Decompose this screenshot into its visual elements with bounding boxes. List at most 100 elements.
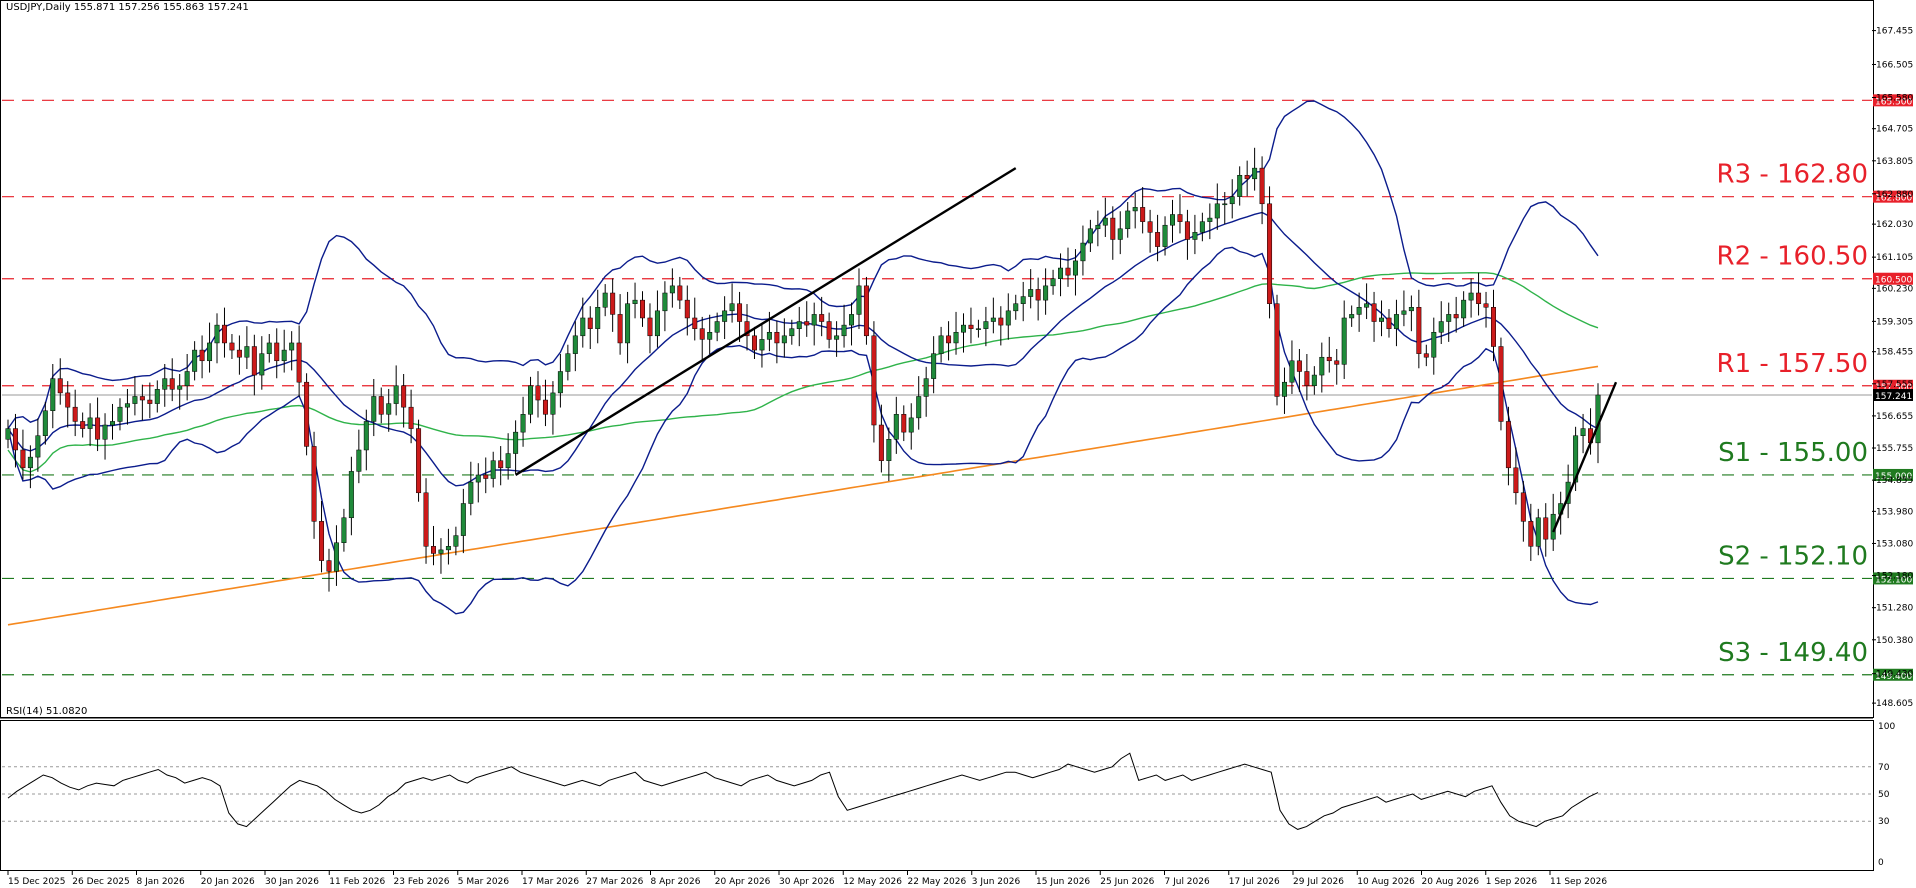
candle-body [1431,331,1437,358]
candle-body [393,385,399,404]
candle-body [259,353,265,376]
level-tag-5 [1873,572,1913,585]
candle-body [289,342,295,351]
candle-body [169,378,175,390]
x-tick-label: 25 Jun 2026 [1100,877,1154,887]
candle-body [1020,296,1026,304]
candle-body [1289,360,1295,383]
candle-body [124,403,130,408]
x-tick-label: 20 Aug 2026 [1422,877,1480,887]
candle-body [319,521,325,561]
candle-body [1505,421,1511,469]
candle-body [1058,267,1064,279]
candle-body [1229,196,1235,205]
candle-body [87,417,93,429]
y-tick-label: 152.180 [1876,572,1913,582]
candle-body [1573,435,1579,483]
candle-body [826,321,832,340]
candle-body [1199,221,1205,233]
candle-body [886,439,892,461]
candle-body [1072,260,1078,276]
candle-body [117,406,123,422]
candle-body [1125,210,1131,230]
candle-body [184,371,190,387]
x-tick-label: 17 Jul 2026 [1229,877,1280,887]
candle-body [692,317,698,329]
y-tick-label: 160.230 [1876,284,1913,294]
x-tick-label: 12 May 2026 [843,877,902,887]
candle-body [528,385,534,415]
candle-body [1087,228,1093,244]
y-tick-label: 154.855 [1876,476,1913,486]
candle-body [819,314,825,322]
candle-body [557,371,563,394]
candle-body [1446,314,1452,322]
candle-body [1476,292,1482,304]
candle-body [1147,221,1153,233]
y-tick-label: 153.980 [1876,507,1913,517]
candle-body [632,299,638,304]
candle-body [744,321,750,337]
y-tick-label: 161.105 [1876,253,1913,263]
rsi-tick-label: 30 [1878,817,1890,827]
candle-body [229,342,235,351]
candle-body [445,546,451,551]
candle-body [654,310,660,337]
candle-body [371,396,377,422]
y-tick-label: 162.030 [1876,220,1913,230]
y-tick-label: 155.755 [1876,444,1913,454]
candle-body [154,389,160,404]
candle-body [1379,317,1385,322]
candle-body [1580,428,1586,436]
candle-body [1319,356,1325,376]
candle-body [207,342,213,362]
candle-body [363,421,369,451]
rsi-line [7,752,1599,830]
candle-body [863,285,869,337]
rsi-tick-label: 0 [1878,858,1884,868]
candle-body [766,331,772,340]
candle-body [1401,310,1407,315]
candle-body [348,471,354,519]
level-tag-text-6: 149.400 [1875,672,1912,682]
candle-body [998,317,1004,326]
level-tag-text-2: 157.500 [1875,383,1912,393]
candle-body [311,446,317,522]
candle-body [50,378,56,411]
candle-body [1170,214,1175,226]
level-tag-0 [1873,190,1913,203]
candle-body [610,292,616,315]
candle-body [916,396,922,419]
x-tick-label: 3 Jun 2026 [972,877,1021,887]
y-tick-label: 156.655 [1876,412,1913,422]
y-tick-label: 163.805 [1876,157,1913,167]
candle-body [1341,317,1347,365]
candle-body [707,331,713,340]
candle-body [1065,267,1071,276]
candle-body [878,424,884,461]
candle-body [505,453,511,469]
candle-body [901,414,907,433]
candle-body [737,303,743,322]
x-tick-label: 26 Dec 2025 [72,877,130,887]
candle-body [1528,521,1534,547]
candle-body [759,339,765,351]
candle-body [1491,307,1496,347]
rsi-info: RSI(14) 51.0820 [6,706,88,717]
candle-body [423,492,429,547]
candle-body [5,428,11,440]
candle-body [871,335,877,426]
candle-body [460,503,466,536]
rsi-tick-label: 50 [1878,790,1890,800]
candle-body [296,342,302,383]
candle-body [475,474,481,483]
candle-body [1184,221,1190,240]
x-tick-label: 11 Feb 2026 [329,877,385,887]
candle-body [1005,310,1011,326]
candle-body [580,317,586,337]
candle-body [453,535,459,547]
candle-body [961,324,966,333]
candle-body [333,542,339,572]
candle-body [811,314,817,326]
